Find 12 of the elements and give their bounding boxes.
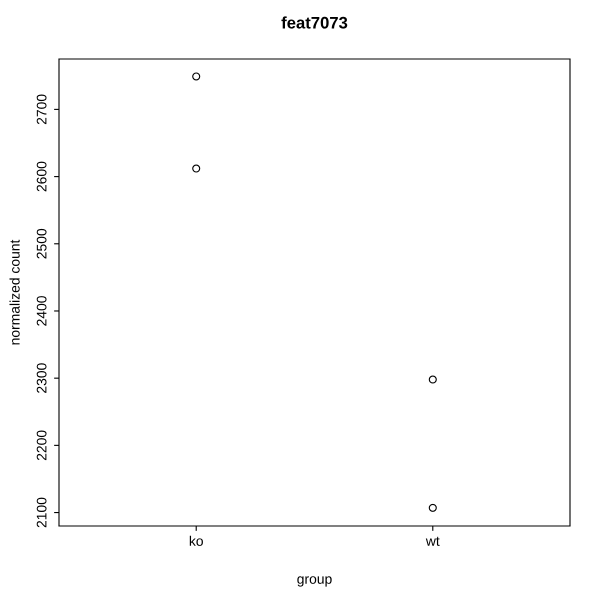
y-tick-label: 2200 xyxy=(36,430,47,460)
x-tick-label: ko xyxy=(190,536,203,546)
y-tick-label: 2500 xyxy=(36,228,47,259)
y-tick-label: 2600 xyxy=(36,162,47,192)
y-tick-label: 2300 xyxy=(36,363,47,393)
y-tick-label: 2100 xyxy=(36,498,47,528)
y-tick-label: 2400 xyxy=(36,296,47,326)
x-tick-label: wt xyxy=(426,536,440,546)
y-axis-title: normalized count xyxy=(9,240,20,344)
chart-title: feat7073 xyxy=(281,16,348,29)
y-tick-label: 2700 xyxy=(36,94,47,124)
x-axis-title: group xyxy=(297,576,332,587)
